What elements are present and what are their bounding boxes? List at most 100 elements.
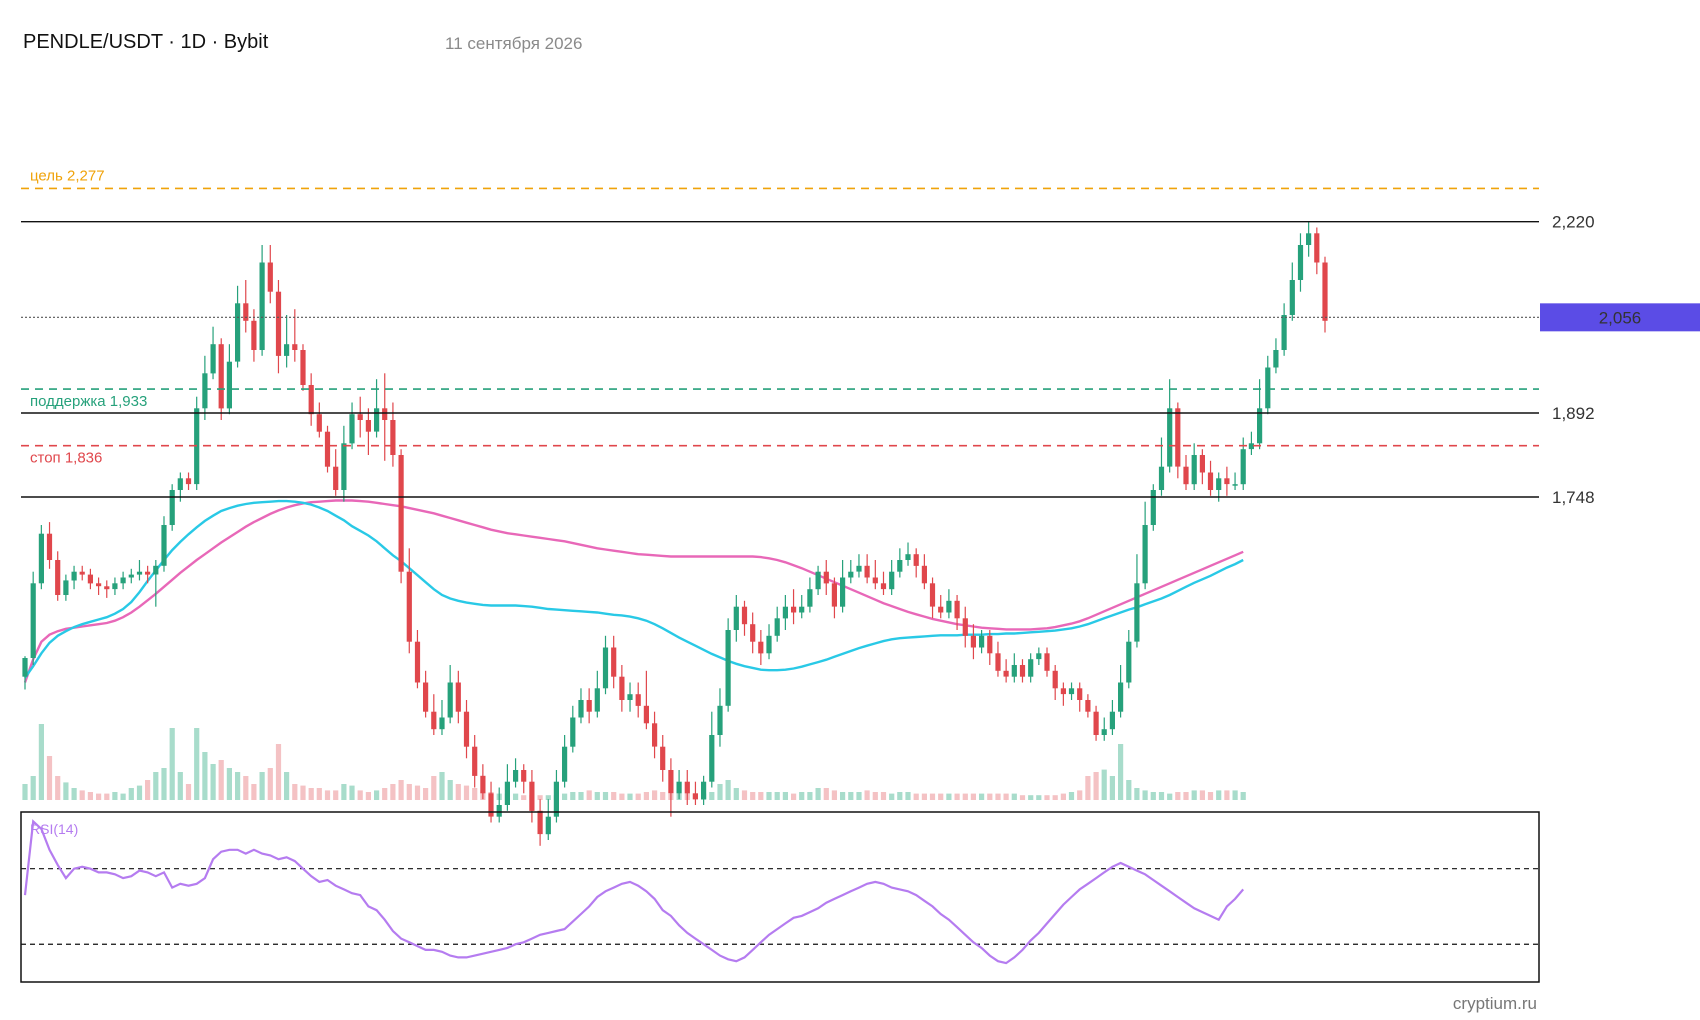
candle-up xyxy=(733,595,739,642)
volume-bar xyxy=(30,776,36,800)
candle-body xyxy=(1158,466,1165,490)
candle-up xyxy=(1068,682,1075,700)
candle-up xyxy=(1158,437,1165,496)
volume-bar xyxy=(1109,776,1115,800)
candle-body xyxy=(414,641,421,683)
volume-bar xyxy=(970,793,976,800)
candle-up xyxy=(1248,431,1254,455)
candle-up xyxy=(545,799,551,840)
candle-down xyxy=(521,764,527,794)
stop-label: стоп 1,836 xyxy=(30,450,102,467)
volume-bar xyxy=(55,776,61,800)
candle-body xyxy=(390,420,396,455)
candle-body xyxy=(1085,700,1091,712)
volume-bar xyxy=(136,785,143,800)
volume-bar xyxy=(194,728,200,800)
candle-body xyxy=(365,420,371,432)
candle-body xyxy=(872,577,878,584)
volume-bar xyxy=(594,792,600,800)
candle-body xyxy=(1101,729,1107,735)
candle-body xyxy=(701,781,707,800)
volume-bar xyxy=(463,785,470,800)
volume-bar xyxy=(643,792,649,800)
candle-down xyxy=(55,551,61,601)
candle-body xyxy=(1052,670,1058,689)
candle-down xyxy=(1044,647,1050,677)
candle-body xyxy=(1044,653,1050,671)
candle-body xyxy=(382,408,388,420)
candle-up xyxy=(905,542,911,566)
candle-up xyxy=(1297,233,1304,292)
volume-bar xyxy=(570,792,576,800)
candle-up xyxy=(112,577,118,595)
candle-body xyxy=(30,583,36,658)
candle-body xyxy=(308,385,314,415)
volume-bar xyxy=(1142,790,1148,800)
candle-body xyxy=(1077,688,1083,700)
volume-bar xyxy=(153,772,159,800)
volume-bar xyxy=(889,793,895,800)
volume-bar xyxy=(1093,772,1099,800)
volume-bar xyxy=(938,793,944,800)
candle-down xyxy=(1207,460,1214,496)
candle-up xyxy=(259,245,265,356)
candle-body xyxy=(905,554,911,560)
candle-up xyxy=(848,560,854,584)
volume-bar xyxy=(1068,792,1075,800)
candle-body xyxy=(423,682,429,712)
candle-body xyxy=(1240,449,1246,485)
candle-up xyxy=(284,315,290,368)
candle-body xyxy=(791,606,797,613)
candle-up xyxy=(856,554,862,578)
candle-down xyxy=(864,554,870,584)
volume-bar xyxy=(987,793,993,800)
candle-body xyxy=(815,571,821,590)
candle-body xyxy=(177,478,183,490)
candle-down xyxy=(488,781,494,823)
volume-bar xyxy=(406,784,412,800)
volume-bar xyxy=(1240,792,1246,800)
candle-body xyxy=(643,705,649,724)
candle-up xyxy=(1036,647,1042,665)
sma200-label: SMA200 xyxy=(1269,0,1323,3)
candle-down xyxy=(185,472,192,490)
candle-body xyxy=(725,630,731,706)
candle-body xyxy=(684,781,690,794)
candle-body xyxy=(750,624,756,642)
volume-bar xyxy=(267,768,273,800)
candle-body xyxy=(169,490,175,525)
volume-bar xyxy=(897,792,903,800)
candle-body xyxy=(1036,653,1042,660)
level-label: 1,748 xyxy=(1552,488,1595,507)
volume-bar xyxy=(815,788,821,800)
candle-body xyxy=(1183,466,1189,485)
volume-bar xyxy=(725,780,731,800)
volume-bar xyxy=(79,790,85,800)
candle-down xyxy=(398,449,404,584)
candle-up xyxy=(627,682,633,712)
candle-body xyxy=(472,746,478,776)
candle-body xyxy=(995,653,1001,671)
candle-body xyxy=(1167,408,1173,467)
volume-bar xyxy=(1011,793,1017,800)
candle-body xyxy=(962,618,968,636)
volume-bar xyxy=(652,790,658,800)
candle-body xyxy=(758,641,764,654)
volume-bar xyxy=(324,790,331,800)
candle-body xyxy=(864,565,870,578)
candle-body xyxy=(709,735,715,782)
volume-bar xyxy=(87,792,93,800)
candle-up xyxy=(840,560,846,613)
candle-down xyxy=(1019,659,1026,683)
candle-body xyxy=(406,571,412,642)
candle-down xyxy=(243,280,249,333)
volume-bar xyxy=(210,764,216,800)
candle-body xyxy=(398,455,404,572)
candle-body xyxy=(1306,233,1312,245)
candle-body xyxy=(316,414,322,432)
candle-down xyxy=(586,688,592,724)
candle-body xyxy=(259,262,265,350)
volume-bar xyxy=(872,792,878,800)
candle-body xyxy=(717,705,723,735)
